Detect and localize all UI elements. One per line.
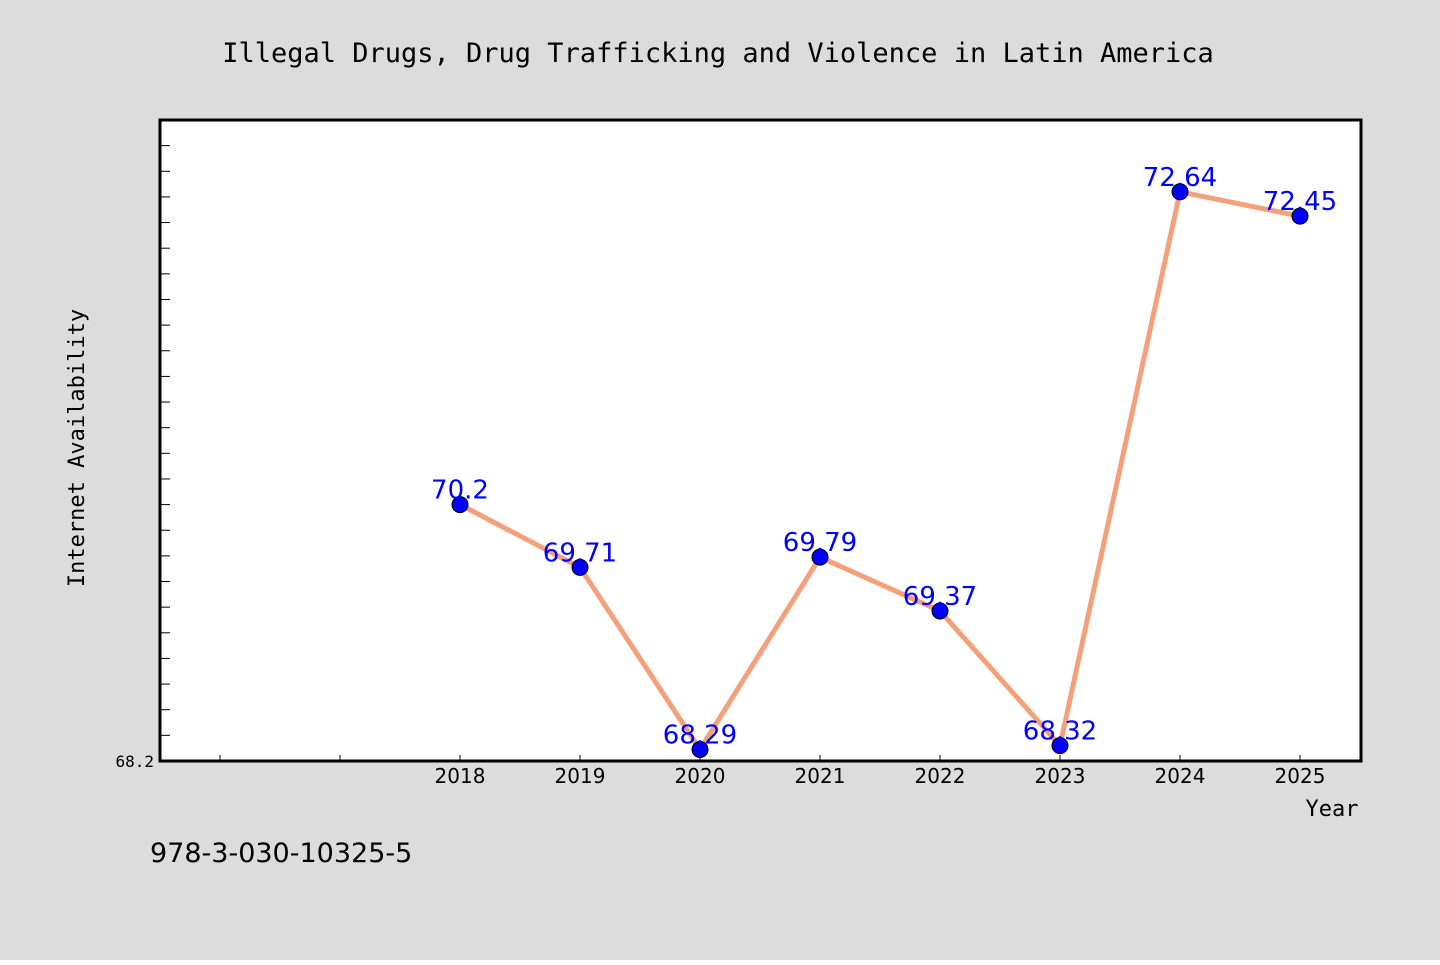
series-group: 70.2 69.71 68.29 69.79 69.37 68.32 72.64 72.45 bbox=[431, 163, 1337, 758]
x-axis-label: Year bbox=[1306, 797, 1359, 822]
data-label: 69.37 bbox=[903, 582, 977, 612]
x-tick-label: 2018 bbox=[435, 764, 486, 788]
data-label: 72.45 bbox=[1263, 187, 1337, 217]
x-tick-label: 2021 bbox=[795, 764, 846, 788]
data-label: 69.71 bbox=[543, 538, 617, 568]
data-point bbox=[571, 558, 589, 576]
x-tick-label: 2020 bbox=[675, 764, 726, 788]
y-tick-label: 68.2 bbox=[115, 752, 154, 771]
x-tick-label: 2019 bbox=[555, 764, 606, 788]
series-line bbox=[458, 189, 1301, 752]
y-axis-label: Internet Availability bbox=[65, 309, 90, 587]
x-tick-label: 2025 bbox=[1275, 764, 1326, 788]
y-axis-ticks: 68.2 bbox=[115, 119, 170, 771]
x-tick-label: 2022 bbox=[915, 764, 966, 788]
x-tick-label: 2023 bbox=[1035, 764, 1086, 788]
x-tick-label: 2024 bbox=[1155, 764, 1206, 788]
data-point bbox=[1051, 737, 1069, 755]
data-label: 70.2 bbox=[431, 476, 489, 506]
data-label: 68.32 bbox=[1023, 717, 1097, 747]
data-point bbox=[1291, 207, 1309, 225]
data-point bbox=[931, 602, 949, 620]
data-point bbox=[1171, 183, 1189, 201]
x-axis-ticks: 2018 2019 2020 2021 2022 2023 2024 2025 bbox=[219, 755, 1326, 788]
plot-area bbox=[158, 118, 1363, 763]
isbn-caption: 978-3-030-10325-5 bbox=[150, 838, 412, 869]
data-point bbox=[811, 548, 829, 566]
data-label: 72.64 bbox=[1143, 163, 1217, 193]
chart-title: Illegal Drugs, Drug Trafficking and Viol… bbox=[222, 38, 1214, 69]
data-point bbox=[691, 740, 709, 758]
data-label: 68.29 bbox=[663, 720, 737, 750]
data-point bbox=[451, 496, 469, 514]
data-label: 69.79 bbox=[783, 528, 857, 558]
